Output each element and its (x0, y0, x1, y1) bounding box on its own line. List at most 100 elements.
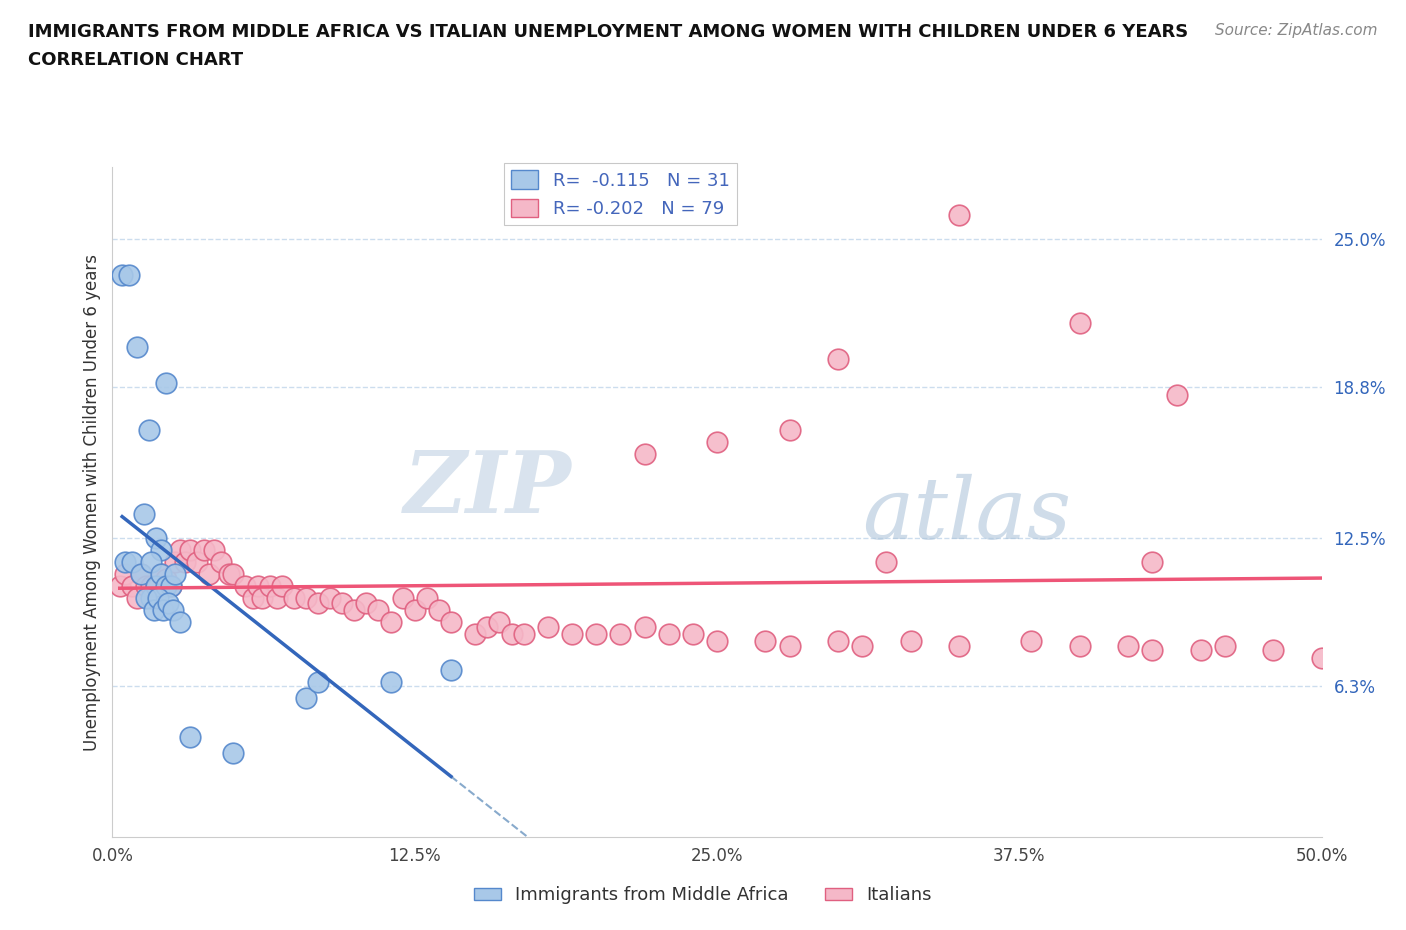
Point (682, 626, 704, 641)
Point (132, 507, 155, 522)
Legend: R=  -0.115   N = 31, R= -0.202   N = 79: R= -0.115 N = 31, R= -0.202 N = 79 (503, 163, 737, 225)
Point (111, 268, 134, 283)
Point (851, 638, 873, 653)
Point (152, 603, 174, 618)
Point (179, 542, 201, 557)
Point (135, 591, 157, 605)
Point (114, 554, 136, 569)
Point (141, 591, 163, 605)
Point (609, 626, 631, 641)
Point (149, 566, 172, 581)
Point (145, 578, 167, 593)
Point (174, 554, 197, 569)
Point (125, 339, 148, 354)
Point (1116, 638, 1139, 653)
Point (266, 591, 288, 605)
Point (512, 626, 534, 641)
Point (307, 595, 329, 610)
Point (165, 554, 187, 569)
Point (416, 591, 439, 605)
Point (356, 595, 378, 610)
Point (222, 566, 245, 581)
Point (1142, 554, 1164, 569)
Point (138, 423, 160, 438)
Point (343, 603, 366, 618)
Point (218, 566, 240, 581)
Text: IMMIGRANTS FROM MIDDLE AFRICA VS ITALIAN UNEMPLOYMENT AMONG WOMEN WITH CHILDREN : IMMIGRANTS FROM MIDDLE AFRICA VS ITALIAN… (28, 23, 1188, 41)
Point (125, 591, 148, 605)
Point (827, 633, 849, 648)
Point (169, 615, 191, 630)
Point (162, 603, 184, 618)
Point (585, 626, 607, 641)
Point (827, 352, 849, 366)
Point (149, 542, 172, 557)
Point (135, 578, 157, 593)
Point (427, 603, 450, 618)
Point (391, 591, 413, 605)
Point (157, 595, 180, 610)
Point (900, 633, 922, 648)
Point (440, 615, 463, 630)
Point (202, 542, 225, 557)
Point (948, 207, 970, 222)
Point (875, 554, 897, 569)
Point (121, 554, 143, 569)
Point (1213, 638, 1236, 653)
Point (380, 674, 402, 689)
Point (380, 615, 402, 630)
Point (658, 626, 681, 641)
Legend: Immigrants from Middle Africa, Italians: Immigrants from Middle Africa, Italians (467, 879, 939, 911)
Point (148, 591, 170, 605)
Point (149, 566, 172, 581)
Point (295, 691, 318, 706)
Point (165, 566, 187, 581)
Point (488, 615, 510, 630)
Point (252, 591, 274, 605)
Point (440, 662, 463, 677)
Text: ZIP: ZIP (404, 447, 572, 530)
Point (706, 435, 728, 450)
Point (561, 626, 583, 641)
Point (118, 268, 141, 283)
Text: atlas: atlas (862, 474, 1071, 557)
Point (246, 578, 269, 593)
Point (155, 578, 177, 593)
Point (142, 603, 165, 618)
Point (131, 566, 153, 581)
Point (1189, 643, 1212, 658)
Point (295, 591, 318, 605)
Point (270, 578, 292, 593)
Point (235, 578, 257, 593)
Point (145, 531, 167, 546)
Point (131, 566, 153, 581)
Point (754, 633, 776, 648)
Point (159, 578, 181, 593)
Point (169, 542, 191, 557)
Point (114, 566, 136, 581)
Point (108, 578, 131, 593)
Point (1021, 633, 1043, 648)
Point (1166, 387, 1188, 402)
Point (283, 591, 305, 605)
Text: CORRELATION CHART: CORRELATION CHART (28, 51, 243, 69)
Point (307, 674, 329, 689)
Point (948, 638, 970, 653)
Point (141, 578, 163, 593)
Point (145, 578, 167, 593)
Point (186, 554, 208, 569)
Text: Source: ZipAtlas.com: Source: ZipAtlas.com (1215, 23, 1378, 38)
Point (155, 571, 177, 586)
Point (367, 603, 389, 618)
Point (1263, 643, 1285, 658)
Point (633, 619, 655, 634)
Point (1142, 643, 1164, 658)
Point (259, 578, 281, 593)
Point (477, 619, 499, 634)
Point (404, 603, 426, 618)
Point (121, 578, 143, 593)
Point (330, 595, 353, 610)
Point (537, 619, 560, 634)
Point (179, 729, 201, 744)
Point (779, 638, 801, 653)
